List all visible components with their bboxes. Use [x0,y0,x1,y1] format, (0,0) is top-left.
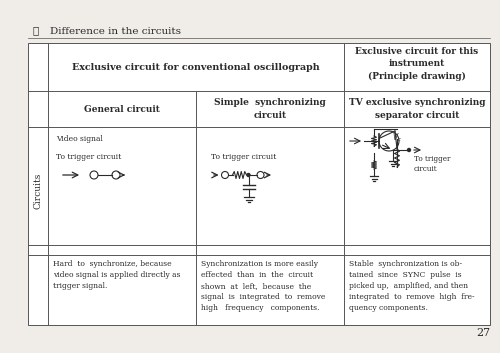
Text: To trigger circuit: To trigger circuit [56,153,121,161]
Text: Hard  to  synchronize, because
video signal is applied directly as
trigger signa: Hard to synchronize, because video signa… [53,260,180,290]
Text: Circuits: Circuits [34,173,42,209]
Text: Exclusive circuit for this
instrument
(Principle drawing): Exclusive circuit for this instrument (P… [356,47,478,81]
Circle shape [408,149,410,151]
Text: Video signal: Video signal [56,135,103,143]
Bar [28,43,490,325]
Text: General circuit: General circuit [84,104,160,114]
Bar [28,43,490,325]
Text: ②: ② [33,26,39,36]
Text: Exclusive circuit for conventional oscillograph: Exclusive circuit for conventional oscil… [72,62,320,72]
Text: 27: 27 [476,328,490,338]
Text: TV exclusive synchronizing
separator circuit: TV exclusive synchronizing separator cir… [349,98,485,120]
Text: Difference in the circuits: Difference in the circuits [50,26,181,36]
Text: $V_c$: $V_c$ [392,132,402,144]
Text: Simple  synchronizing
circuit: Simple synchronizing circuit [214,98,326,120]
Text: Synchronization is more easily
effected  than  in  the  circuit
shown  at  left,: Synchronization is more easily effected … [201,260,326,312]
Text: To trigger
circuit: To trigger circuit [414,155,451,173]
Text: Stable  synchronization is ob-
tained  since  SYNC  pulse  is
picked up,  amplif: Stable synchronization is ob- tained sin… [349,260,474,312]
Circle shape [247,174,250,176]
Text: To trigger circuit: To trigger circuit [211,153,276,161]
